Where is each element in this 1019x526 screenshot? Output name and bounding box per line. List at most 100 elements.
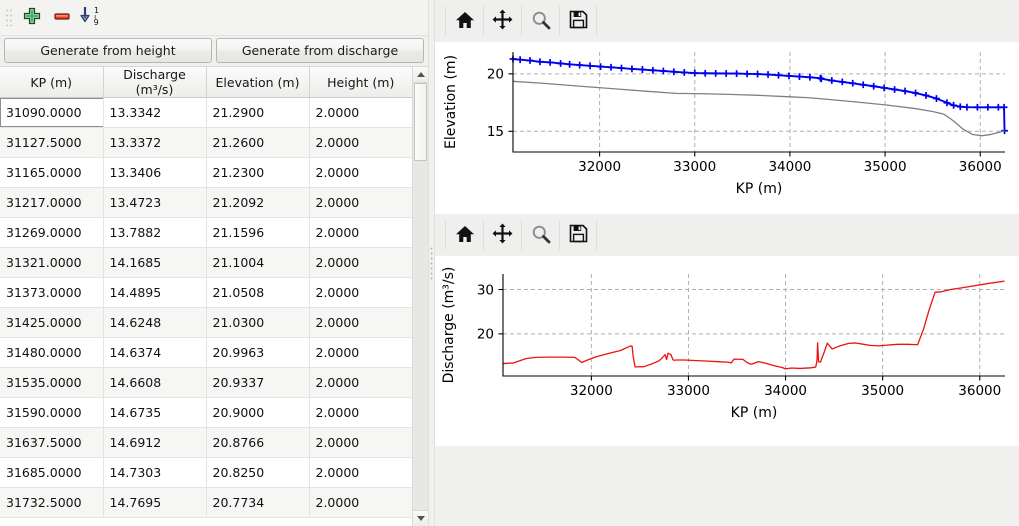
table-cell-elevation[interactable]: 21.0300 xyxy=(206,307,310,338)
table-cell-elevation[interactable]: 20.9963 xyxy=(206,337,310,368)
table-cell-kp[interactable]: 31165.0000 xyxy=(0,157,104,188)
table-cell-elevation[interactable]: 21.2092 xyxy=(206,187,310,218)
scrollbar-thumb[interactable] xyxy=(414,83,427,161)
table-row[interactable]: 31269.0000 13.7882 21.1596 2.0000 xyxy=(0,217,412,248)
table-cell-elevation[interactable]: 21.1596 xyxy=(206,217,310,248)
elevation-chart-canvas[interactable]: 32000 33000 34000 35000 36000 15 20 KP (m) Eleva… xyxy=(435,42,1019,214)
column-header-height[interactable]: Height (m) xyxy=(309,67,412,98)
table-cell-discharge[interactable]: 14.6248 xyxy=(103,307,207,338)
table-cell-kp[interactable]: 31090.0000 xyxy=(0,97,104,128)
column-header-kp[interactable]: KP (m) xyxy=(0,67,104,98)
table-row[interactable]: 31321.0000 14.1685 21.1004 2.0000 xyxy=(0,247,412,278)
table-cell-kp[interactable]: 31373.0000 xyxy=(0,277,104,308)
table-row[interactable]: 31535.0000 14.6608 20.9337 2.0000 xyxy=(0,367,412,398)
table-cell-discharge[interactable]: 13.3406 xyxy=(103,157,207,188)
table-cell-height[interactable]: 2.0000 xyxy=(309,247,412,278)
table-cell-discharge[interactable]: 14.6735 xyxy=(103,397,207,428)
table-cell-kp[interactable]: 31127.5000 xyxy=(0,127,104,158)
scrollbar-down-arrow[interactable] xyxy=(413,510,428,526)
table-cell-height[interactable]: 2.0000 xyxy=(309,157,412,188)
table-cell-height[interactable]: 2.0000 xyxy=(309,457,412,488)
table-cell-elevation[interactable]: 21.0508 xyxy=(206,277,310,308)
table-row[interactable]: 31373.0000 14.4895 21.0508 2.0000 xyxy=(0,277,412,308)
table-cell-kp[interactable]: 31535.0000 xyxy=(0,367,104,398)
elevation-zoom-button[interactable] xyxy=(521,6,559,36)
generate-from-discharge-button[interactable]: Generate from discharge xyxy=(216,38,424,63)
table-cell-height[interactable]: 2.0000 xyxy=(309,127,412,158)
table-cell-discharge[interactable]: 13.4723 xyxy=(103,187,207,218)
table-cell-kp[interactable]: 31637.5000 xyxy=(0,427,104,458)
table-cell-discharge[interactable]: 14.1685 xyxy=(103,247,207,278)
table-cell-height[interactable]: 2.0000 xyxy=(309,367,412,398)
table-cell-elevation[interactable]: 20.8250 xyxy=(206,457,310,488)
toolbar-drag-grip[interactable] xyxy=(4,6,13,29)
discharge-chart-canvas[interactable]: 32000 33000 34000 35000 36000 20 30 KP (m) Disch… xyxy=(435,256,1019,446)
table-cell-height[interactable]: 2.0000 xyxy=(309,337,412,368)
table-cell-kp[interactable]: 31480.0000 xyxy=(0,337,104,368)
data-table-viewport: KP (m) Discharge (m³/s) Elevation (m) He… xyxy=(0,67,412,526)
table-cell-height[interactable]: 2.0000 xyxy=(309,427,412,458)
table-cell-elevation[interactable]: 20.7734 xyxy=(206,487,310,518)
sort-button[interactable]: 1 9 xyxy=(77,3,107,33)
table-row[interactable]: 31090.0000 13.3342 21.2900 2.0000 xyxy=(0,97,412,128)
discharge-home-button[interactable] xyxy=(445,220,483,250)
table-cell-discharge[interactable]: 14.4895 xyxy=(103,277,207,308)
table-cell-height[interactable]: 2.0000 xyxy=(309,97,412,128)
table-cell-elevation[interactable]: 21.2300 xyxy=(206,157,310,188)
table-cell-kp[interactable]: 31269.0000 xyxy=(0,217,104,248)
data-table-container: KP (m) Discharge (m³/s) Elevation (m) He… xyxy=(0,66,428,526)
discharge-pan-button[interactable] xyxy=(483,220,521,250)
table-cell-height[interactable]: 2.0000 xyxy=(309,397,412,428)
elevation-pan-button[interactable] xyxy=(483,6,521,36)
move-icon xyxy=(492,9,513,33)
table-cell-kp[interactable]: 31590.0000 xyxy=(0,397,104,428)
table-cell-height[interactable]: 2.0000 xyxy=(309,487,412,518)
table-cell-discharge[interactable]: 14.6912 xyxy=(103,427,207,458)
elevation-home-button[interactable] xyxy=(445,6,483,36)
table-row[interactable]: 31165.0000 13.3406 21.2300 2.0000 xyxy=(0,157,412,188)
column-header-discharge[interactable]: Discharge (m³/s) xyxy=(103,67,207,98)
table-cell-kp[interactable]: 31321.0000 xyxy=(0,247,104,278)
table-cell-discharge[interactable]: 13.3342 xyxy=(103,97,207,128)
y-tick-label: 30 xyxy=(477,282,494,298)
table-vertical-scrollbar[interactable] xyxy=(412,67,428,526)
table-row[interactable]: 31732.5000 14.7695 20.7734 2.0000 xyxy=(0,487,412,518)
table-cell-kp[interactable]: 31217.0000 xyxy=(0,187,104,218)
table-cell-height[interactable]: 2.0000 xyxy=(309,217,412,248)
add-row-button[interactable] xyxy=(17,3,47,33)
table-cell-elevation[interactable]: 21.1004 xyxy=(206,247,310,278)
table-row[interactable]: 31425.0000 14.6248 21.0300 2.0000 xyxy=(0,307,412,338)
table-cell-discharge[interactable]: 14.7303 xyxy=(103,457,207,488)
column-header-elevation[interactable]: Elevation (m) xyxy=(206,67,310,98)
table-cell-discharge[interactable]: 13.7882 xyxy=(103,217,207,248)
table-cell-kp[interactable]: 31732.5000 xyxy=(0,487,104,518)
remove-row-button[interactable] xyxy=(47,3,77,33)
discharge-zoom-button[interactable] xyxy=(521,220,559,250)
table-cell-discharge[interactable]: 14.7695 xyxy=(103,487,207,518)
table-cell-height[interactable]: 2.0000 xyxy=(309,187,412,218)
table-cell-elevation[interactable]: 20.9000 xyxy=(206,397,310,428)
table-cell-elevation[interactable]: 21.2600 xyxy=(206,127,310,158)
generate-from-height-button[interactable]: Generate from height xyxy=(4,38,212,63)
table-cell-kp[interactable]: 31685.0000 xyxy=(0,457,104,488)
scrollbar-track[interactable] xyxy=(413,83,428,510)
table-cell-height[interactable]: 2.0000 xyxy=(309,277,412,308)
table-row[interactable]: 31217.0000 13.4723 21.2092 2.0000 xyxy=(0,187,412,218)
scrollbar-up-arrow[interactable] xyxy=(413,67,428,83)
table-cell-elevation[interactable]: 21.2900 xyxy=(206,97,310,128)
table-cell-kp[interactable]: 31425.0000 xyxy=(0,307,104,338)
table-row[interactable]: 31590.0000 14.6735 20.9000 2.0000 xyxy=(0,397,412,428)
table-cell-elevation[interactable]: 20.9337 xyxy=(206,367,310,398)
table-row[interactable]: 31685.0000 14.7303 20.8250 2.0000 xyxy=(0,457,412,488)
panel-splitter[interactable] xyxy=(428,0,435,526)
table-cell-height[interactable]: 2.0000 xyxy=(309,307,412,338)
table-row[interactable]: 31127.5000 13.3372 21.2600 2.0000 xyxy=(0,127,412,158)
discharge-save-button[interactable] xyxy=(559,220,597,250)
elevation-save-button[interactable] xyxy=(559,6,597,36)
table-cell-discharge[interactable]: 14.6608 xyxy=(103,367,207,398)
table-row[interactable]: 31480.0000 14.6374 20.9963 2.0000 xyxy=(0,337,412,368)
table-row[interactable]: 31637.5000 14.6912 20.8766 2.0000 xyxy=(0,427,412,458)
table-cell-discharge[interactable]: 14.6374 xyxy=(103,337,207,368)
table-cell-discharge[interactable]: 13.3372 xyxy=(103,127,207,158)
table-cell-elevation[interactable]: 20.8766 xyxy=(206,427,310,458)
